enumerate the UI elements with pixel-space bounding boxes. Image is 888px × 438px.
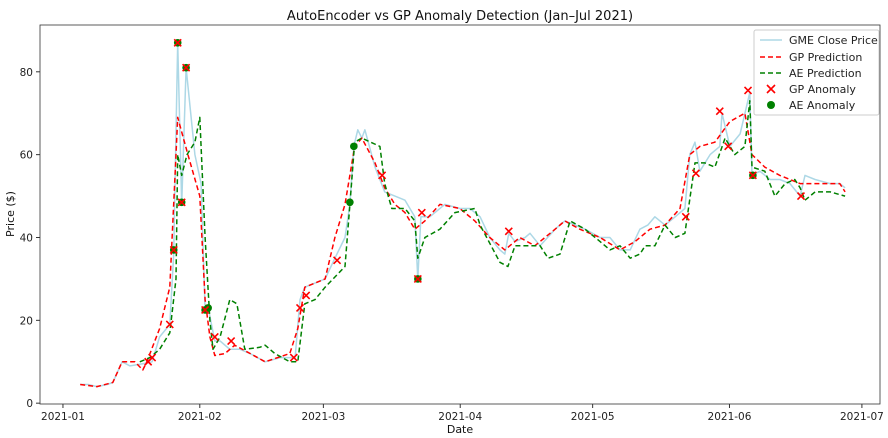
x-tick-label: 2021-01: [41, 411, 85, 423]
legend-x-marker-icon: [766, 84, 776, 94]
gp-anomaly-point: [295, 303, 305, 312]
gp-anomaly-point: [378, 171, 387, 180]
plot-area: 2021-01 2021-02 2021-03 2021-04 2021-05 2021-…: [20, 24, 884, 423]
gp-anomaly-point: [148, 353, 157, 362]
legend-label-gp-anomaly: GP Anomaly: [789, 83, 856, 96]
gp-anomaly-point: [748, 171, 757, 180]
gp-anomaly-point: [169, 245, 178, 254]
gp-prediction-line: [80, 112, 846, 388]
gp-anomaly-point: [796, 192, 806, 201]
y-tick-label: 60: [20, 150, 33, 162]
x-tick-label: 2021-07: [840, 411, 884, 423]
y-tick-label: 40: [20, 232, 33, 244]
y-axis-label: Price ($): [4, 191, 17, 237]
y-tick-label: 0: [26, 398, 33, 410]
gp-anomaly-point: [201, 305, 210, 315]
legend-label-ae: AE Prediction: [789, 67, 862, 80]
gp-anomaly-point: [210, 332, 219, 341]
gp-anomaly-point: [504, 227, 513, 236]
legend-circle-marker-icon: [767, 101, 775, 109]
gp-anomaly-point: [715, 107, 724, 116]
gp-anomaly-point: [681, 212, 690, 221]
chart-title: AutoEncoder vs GP Anomaly Detection (Jan…: [287, 9, 633, 24]
gp-anomaly-point: [691, 169, 700, 178]
gp-anomaly-point: [182, 63, 191, 72]
gp-anomaly-point: [302, 291, 311, 300]
gp-anomaly-point: [413, 274, 422, 283]
x-tick-label: 2021-04: [438, 411, 482, 423]
gp-anomaly-point: [743, 86, 753, 95]
y-tick-label: 20: [20, 315, 33, 327]
x-tick-label: 2021-06: [708, 411, 752, 423]
gp-anomaly-point: [165, 320, 174, 329]
x-tick-label: 2021-05: [571, 411, 615, 423]
gp-anomaly-point: [227, 336, 236, 346]
x-tick-label: 2021-03: [301, 411, 345, 423]
legend-label-ae-anomaly: AE Anomaly: [789, 99, 856, 112]
price-line: [80, 42, 846, 388]
legend-label-price: GME Close Price: [789, 34, 878, 47]
ae-anomaly-point: [350, 142, 358, 151]
legend: GME Close Price GP Prediction AE Predict…: [753, 29, 880, 116]
gp-anomaly-point: [417, 208, 426, 217]
legend-label-gp: GP Prediction: [789, 51, 862, 64]
gp-anomaly-point: [289, 353, 298, 362]
gp-anomaly-point: [333, 256, 342, 265]
gp-anomaly-point: [177, 198, 186, 207]
x-axis-label: Date: [447, 423, 474, 436]
ae-prediction-line: [139, 100, 846, 363]
y-tick-label: 80: [20, 67, 33, 79]
gp-anomaly-point: [724, 142, 733, 151]
x-tick-label: 2021-02: [178, 411, 222, 423]
ae-anomaly-point: [346, 198, 354, 207]
gp-anomaly-point: [173, 38, 182, 47]
